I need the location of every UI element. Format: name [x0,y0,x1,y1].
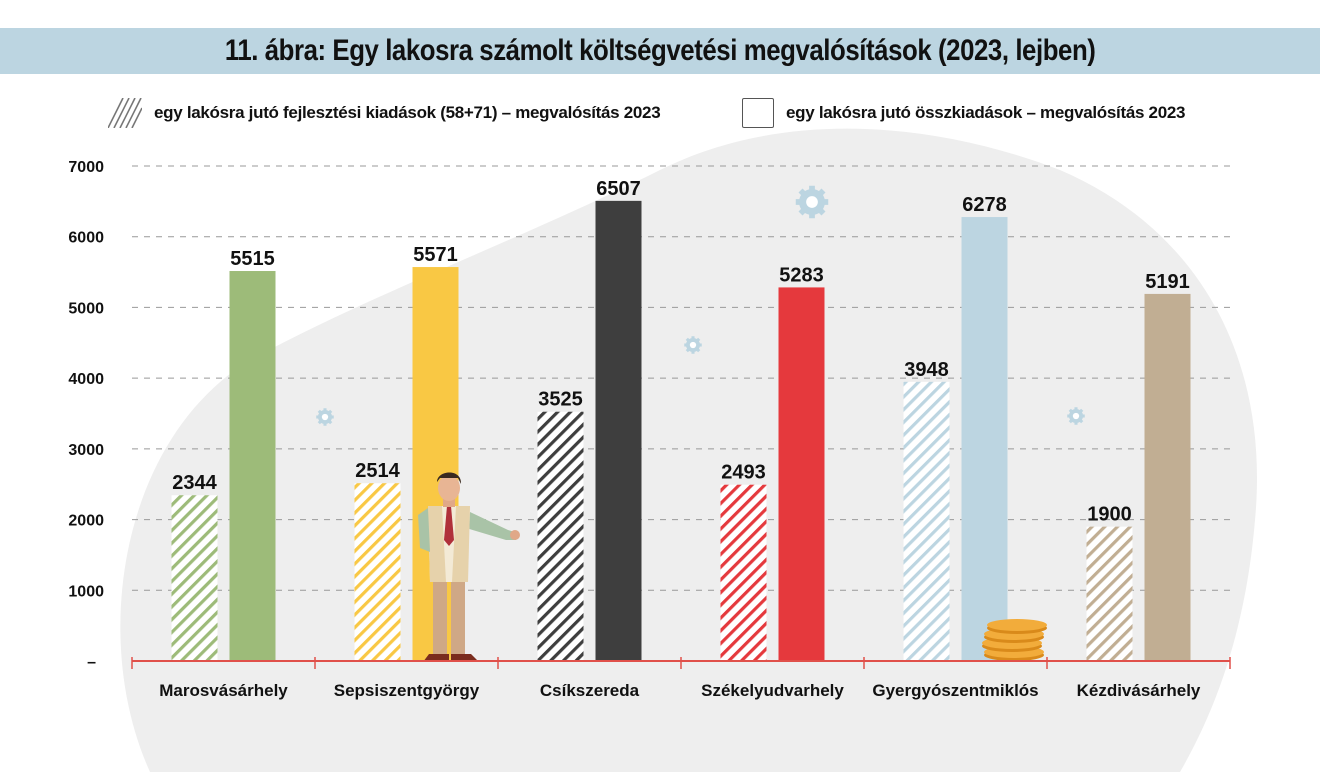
bar-total [595,200,642,662]
gear-icon [684,336,702,354]
coin-stack-icon [982,619,1047,661]
bar-value-label: 1900 [1087,504,1132,526]
y-axis-ticks: – 1000 2000 3000 4000 5000 6000 7000 [68,159,104,671]
bar-development [354,483,401,661]
title-bar: 11. ábra: Egy lakosra számolt költségvet… [0,28,1320,74]
legend-label-total: egy lakósra jutó összkiadások – megvalós… [786,103,1186,122]
bars: 2344 5515 2514 5571 3525 6507 2493 5283 3948 6278… [171,178,1191,662]
legend-item-development: egy lakósra jutó fejlesztési kiadások (5… [108,98,661,128]
y-tick-label: – [87,654,96,671]
legend-item-total: egy lakósra jutó összkiadások – megvalós… [742,98,1185,128]
bar-value-label: 3948 [904,359,949,381]
bar-development [720,484,767,661]
gear-icon [1067,407,1085,425]
bar-value-label: 5515 [230,248,275,270]
category-label: Csíkszereda [540,681,640,700]
bar-total [778,287,825,661]
category-label: Gyergyószentmiklós [872,681,1038,700]
bar-total [961,217,1008,661]
y-tick-label: 4000 [68,371,104,388]
businessman-illustration-icon [418,472,520,662]
bar-value-label: 2344 [172,472,217,494]
gear-icon [316,408,334,426]
bar-total [229,271,276,661]
bar-value-label: 2514 [355,460,400,482]
bar-development [537,411,584,661]
grid-lines [132,165,1230,591]
y-tick-label: 6000 [68,230,104,247]
decorations [316,185,1085,662]
chart-title: 11. ábra: Egy lakosra számolt költségvet… [224,34,1096,67]
solid-swatch-icon [742,98,774,128]
bar-value-label: 6507 [596,178,641,200]
gear-icon [795,185,829,219]
legend: egy lakósra jutó fejlesztési kiadások (5… [0,98,1320,132]
bar-value-label: 6278 [962,194,1007,216]
bar-value-label: 5283 [779,264,824,286]
bar-value-label: 2493 [721,462,766,484]
category-label: Sepsiszentgyörgy [334,681,480,700]
bar-development [171,495,218,661]
x-axis: Marosvásárhely Sepsiszentgyörgy Csíkszered… [131,657,1231,700]
bar-value-label: 5191 [1145,271,1190,293]
bar-value-label: 3525 [538,389,583,411]
y-tick-label: 1000 [68,583,104,600]
bar-value-label: 5571 [413,244,458,266]
hatched-swatch-icon [108,98,142,128]
legend-label-development: egy lakósra jutó fejlesztési kiadások (5… [154,103,661,122]
y-tick-label: 5000 [68,300,104,317]
backdrop-shape [120,128,1257,772]
bar-development [1086,526,1133,661]
y-tick-label: 2000 [68,513,104,530]
y-tick-label: 7000 [68,159,104,176]
category-label: Székelyudvarhely [701,681,844,700]
y-tick-label: 3000 [68,442,104,459]
category-label: Marosvásárhely [159,681,288,700]
bar-development [903,381,950,661]
category-label: Kézdivásárhely [1077,681,1201,700]
bar-total [1144,293,1191,661]
chart-backdrop [120,128,1257,772]
